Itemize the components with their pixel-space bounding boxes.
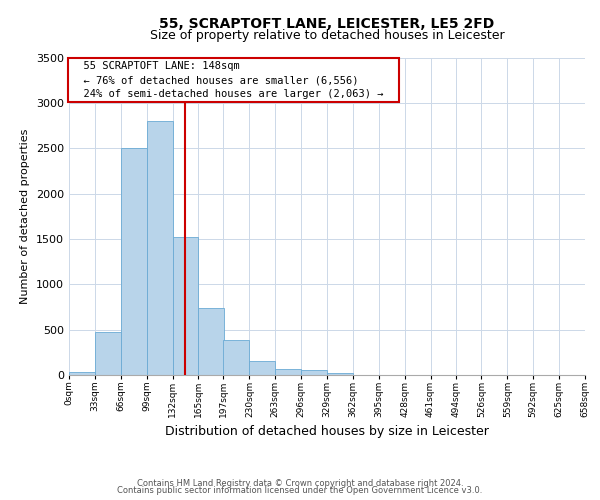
Bar	[250, 362, 275, 375]
Y-axis label: Number of detached properties: Number of detached properties	[20, 128, 31, 304]
Bar	[301, 370, 327, 375]
Bar	[173, 237, 199, 375]
Bar	[327, 373, 353, 375]
Bar	[121, 148, 146, 375]
Bar	[275, 368, 301, 375]
Text: Contains HM Land Registry data © Crown copyright and database right 2024.: Contains HM Land Registry data © Crown c…	[137, 478, 463, 488]
Text: 55 SCRAPTOFT LANE: 148sqm
  ← 76% of detached houses are smaller (6,556)
  24% o: 55 SCRAPTOFT LANE: 148sqm ← 76% of detac…	[71, 61, 397, 99]
Bar	[146, 121, 173, 375]
X-axis label: Distribution of detached houses by size in Leicester: Distribution of detached houses by size …	[165, 426, 489, 438]
Text: Size of property relative to detached houses in Leicester: Size of property relative to detached ho…	[149, 29, 505, 42]
Text: 55, SCRAPTOFT LANE, LEICESTER, LE5 2FD: 55, SCRAPTOFT LANE, LEICESTER, LE5 2FD	[160, 18, 494, 32]
Text: Contains public sector information licensed under the Open Government Licence v3: Contains public sector information licen…	[118, 486, 482, 495]
Bar	[223, 340, 250, 375]
Bar	[69, 372, 95, 375]
Bar	[95, 332, 121, 375]
Bar	[199, 308, 224, 375]
